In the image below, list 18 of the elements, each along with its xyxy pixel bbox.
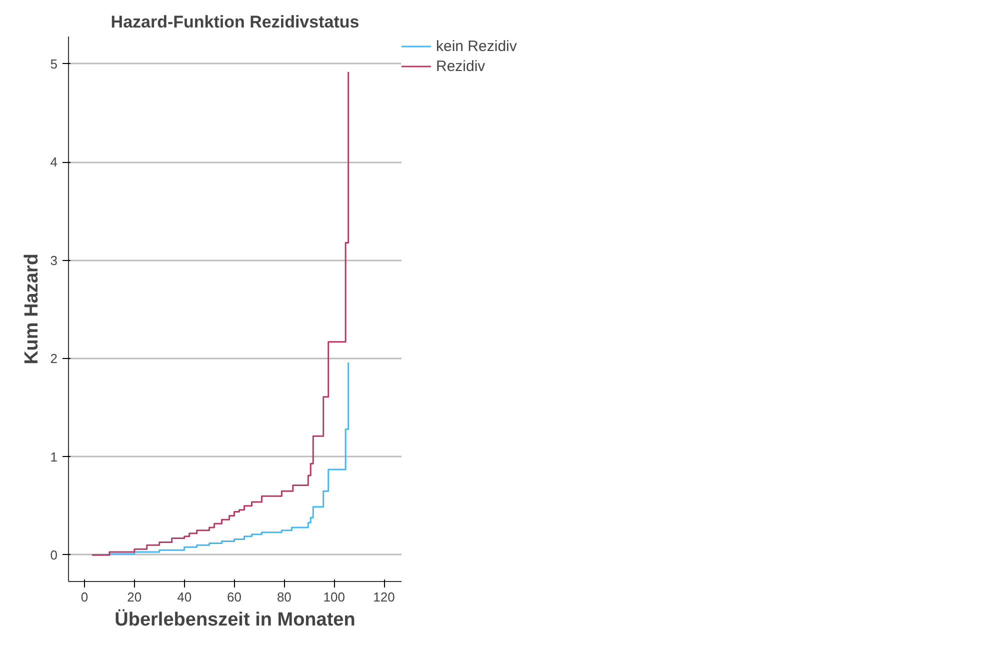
y-tick-label: 1: [50, 449, 58, 464]
y-axis-title: Kum Hazard: [21, 254, 42, 364]
x-tick-label: 20: [127, 590, 142, 604]
legend-label: kein Rezidiv: [436, 38, 517, 54]
x-tick-label: 0: [80, 590, 88, 604]
y-tick-label: 3: [50, 252, 58, 268]
chart-title: Hazard-Funktion Rezidivstatus: [110, 12, 360, 32]
x-tick-label: 100: [323, 590, 345, 604]
x-tick-label: 120: [373, 590, 395, 604]
x-tick-label: 80: [276, 590, 292, 604]
x-axis-title: Überlebenszeit in Monaten: [114, 608, 356, 630]
legend-label: Rezidiv: [436, 58, 486, 74]
x-tick-label: 40: [177, 590, 192, 604]
y-tick-label: 2: [50, 351, 58, 366]
y-tick-label: 4: [50, 154, 58, 170]
y-tick-label: 5: [50, 56, 58, 72]
y-tick-label: 0: [50, 547, 58, 562]
x-tick-label: 60: [227, 590, 242, 604]
